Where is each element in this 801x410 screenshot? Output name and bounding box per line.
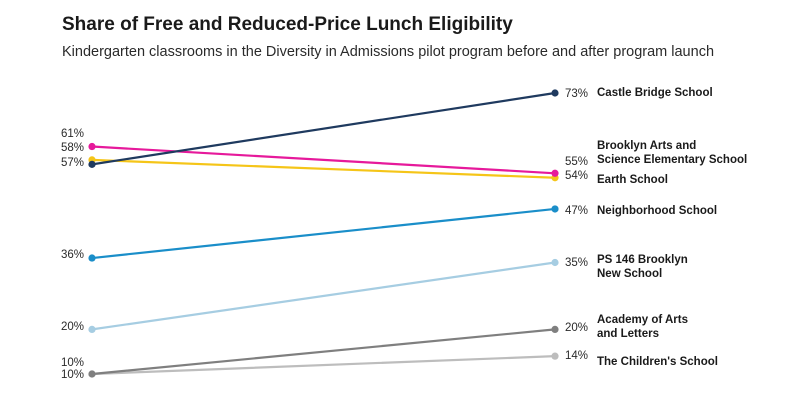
series-name-label-the-children-s-school: The Children's School bbox=[597, 356, 718, 368]
point-after-the-children-s-school bbox=[551, 352, 559, 360]
value-label-before-academy-of-arts-and-letters: 10% bbox=[61, 357, 84, 369]
value-label-after-academy-of-arts-and-letters: 20% bbox=[565, 322, 588, 334]
value-label-before-the-children-s-school: 10% bbox=[61, 369, 84, 381]
value-label-before-ps-146-brooklyn-new-school: 20% bbox=[61, 321, 84, 333]
series-name-label-ps-146-brooklyn-new-school: PS 146 Brooklyn New School bbox=[597, 254, 688, 280]
point-after-neighborhood-school bbox=[551, 205, 559, 213]
series-name-label-brooklyn-arts-and-science-elementary-school: Brooklyn Arts and Science Elementary Scho… bbox=[597, 140, 747, 166]
point-after-castle-bridge-school bbox=[551, 89, 559, 97]
value-label-after-the-children-s-school: 14% bbox=[565, 350, 588, 362]
point-before-brooklyn-arts-and-science-elementary-school bbox=[88, 142, 96, 151]
point-before-castle-bridge-school bbox=[88, 160, 96, 168]
value-label-before-brooklyn-arts-and-science-elementary-school: 61% bbox=[61, 128, 84, 140]
chart-title: Share of Free and Reduced-Price Lunch El… bbox=[62, 14, 513, 35]
series-line-neighborhood-school bbox=[90, 207, 557, 260]
series-name-label-academy-of-arts-and-letters: Academy of Arts and Letters bbox=[597, 314, 688, 340]
point-after-academy-of-arts-and-letters bbox=[551, 325, 559, 333]
series-line-earth-school bbox=[90, 158, 557, 179]
series-line-castle-bridge-school bbox=[90, 91, 557, 166]
point-before-ps-146-brooklyn-new-school bbox=[88, 325, 96, 333]
series-line-the-children-s-school bbox=[90, 355, 557, 376]
value-label-after-ps-146-brooklyn-new-school: 35% bbox=[565, 257, 588, 269]
point-after-brooklyn-arts-and-science-elementary-school bbox=[551, 169, 559, 177]
series-line-ps-146-brooklyn-new-school bbox=[90, 261, 557, 331]
point-before-academy-of-arts-and-letters bbox=[88, 370, 96, 378]
point-before-neighborhood-school bbox=[88, 254, 96, 262]
value-label-after-neighborhood-school: 47% bbox=[565, 205, 588, 217]
value-label-after-brooklyn-arts-and-science-elementary-school: 55% bbox=[565, 156, 588, 168]
series-name-label-neighborhood-school: Neighborhood School bbox=[597, 205, 717, 217]
chart-subtitle: Kindergarten classrooms in the Diversity… bbox=[62, 44, 715, 60]
value-label-before-earth-school: 58% bbox=[61, 142, 84, 154]
series-line-brooklyn-arts-and-science-elementary-school bbox=[90, 145, 557, 175]
series-name-label-castle-bridge-school: Castle Bridge School bbox=[597, 87, 713, 99]
value-label-before-neighborhood-school: 36% bbox=[61, 249, 84, 261]
point-after-ps-146-brooklyn-new-school bbox=[551, 258, 559, 267]
value-label-after-earth-school: 54% bbox=[565, 170, 588, 182]
series-name-label-earth-school: Earth School bbox=[597, 174, 668, 186]
series-line-academy-of-arts-and-letters bbox=[90, 328, 557, 376]
value-label-before-castle-bridge-school: 57% bbox=[61, 157, 84, 169]
value-label-after-castle-bridge-school: 73% bbox=[565, 88, 588, 100]
